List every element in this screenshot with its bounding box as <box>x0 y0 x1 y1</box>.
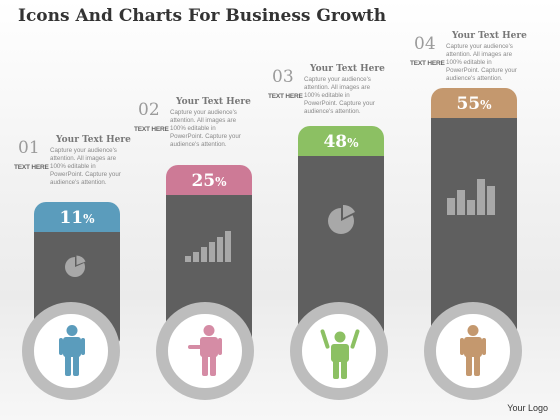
step-body: Capture your audience's attention. All i… <box>170 109 241 148</box>
step-heading: Your Text Here <box>176 97 251 107</box>
pie-chart-icon <box>65 255 86 277</box>
step-number: 01 <box>18 138 40 158</box>
percent-value: 25 <box>191 171 216 191</box>
step-number: 04 <box>414 34 436 54</box>
percent-cap-3: 48% <box>298 126 384 156</box>
percent-cap-2: 25% <box>166 165 252 195</box>
step-label: TEXT HERE <box>14 164 49 171</box>
step-number: 02 <box>138 100 160 120</box>
step-heading: Your Text Here <box>310 64 385 74</box>
step-label: TEXT HERE <box>134 126 169 133</box>
percent-value: 55 <box>456 94 481 114</box>
percent-unit: % <box>480 98 492 112</box>
step-body: Capture your audience's attention. All i… <box>50 147 121 186</box>
percent-value: 11 <box>59 208 84 228</box>
step-body: Capture your audience's attention. All i… <box>446 43 517 82</box>
page-title: Icons And Charts For Business Growth <box>18 6 387 26</box>
percent-unit: % <box>215 175 227 189</box>
percent-value: 48 <box>323 132 348 152</box>
step-label: TEXT HERE <box>410 60 445 67</box>
step-label: TEXT HERE <box>268 93 303 100</box>
percent-unit: % <box>347 136 359 150</box>
bar-chart-icon <box>447 179 495 215</box>
percent-cap-1: 11% <box>34 202 120 232</box>
step-heading: Your Text Here <box>452 31 527 41</box>
person-icon <box>188 325 222 376</box>
person-icon <box>460 325 486 376</box>
person-icon <box>59 325 85 376</box>
logo-text: Your Logo <box>507 403 548 413</box>
step-number: 03 <box>272 67 294 87</box>
step-body: Capture your audience's attention. All i… <box>304 76 375 115</box>
pie-chart-icon <box>328 204 355 234</box>
percent-cap-4: 55% <box>431 88 517 118</box>
step-heading: Your Text Here <box>56 135 131 145</box>
percent-unit: % <box>83 212 95 226</box>
step-bar-chart-icon <box>185 231 231 262</box>
person-icon <box>320 329 360 379</box>
